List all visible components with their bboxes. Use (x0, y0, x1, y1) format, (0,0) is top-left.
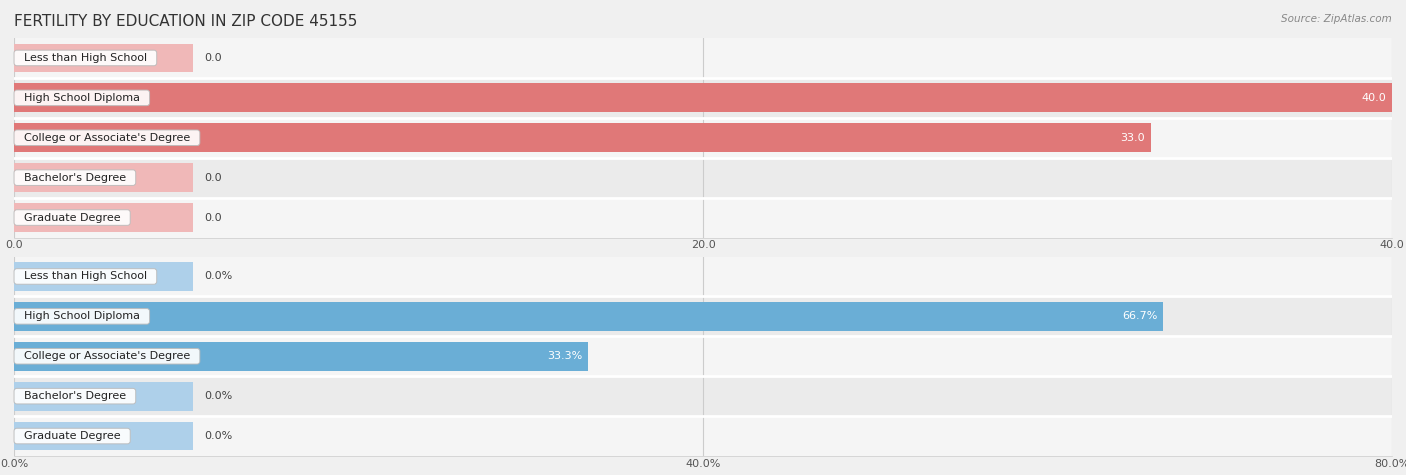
Bar (14, 158, 1392, 198)
Text: College or Associate's Degree: College or Associate's Degree (17, 351, 197, 361)
Bar (14, 124, 1152, 152)
Text: College or Associate's Degree: College or Associate's Degree (17, 133, 197, 143)
Text: 0.0%: 0.0% (204, 271, 232, 282)
Text: High School Diploma: High School Diploma (17, 311, 146, 322)
Text: 0.0: 0.0 (204, 53, 222, 63)
Bar (14, 296, 1392, 336)
Bar (14, 256, 1392, 296)
Bar (14, 376, 1392, 416)
Text: 0.0%: 0.0% (204, 431, 232, 441)
Bar (14, 336, 1392, 376)
Text: Bachelor's Degree: Bachelor's Degree (17, 172, 134, 183)
Bar (14, 416, 1392, 456)
Bar (14, 342, 588, 370)
Bar (14, 118, 1392, 158)
Bar (14, 198, 1392, 238)
Bar (14, 78, 1392, 118)
Text: 0.0%: 0.0% (204, 391, 232, 401)
Bar (14, 163, 193, 192)
Text: Graduate Degree: Graduate Degree (17, 431, 128, 441)
Bar (14, 422, 193, 450)
Bar (14, 203, 193, 232)
Bar (14, 262, 193, 291)
Bar (14, 44, 193, 72)
Text: Less than High School: Less than High School (17, 271, 153, 282)
Text: Source: ZipAtlas.com: Source: ZipAtlas.com (1281, 14, 1392, 24)
Bar (14, 302, 1163, 331)
Text: 0.0: 0.0 (204, 212, 222, 223)
Text: Graduate Degree: Graduate Degree (17, 212, 128, 223)
Bar (14, 382, 193, 410)
Text: Less than High School: Less than High School (17, 53, 153, 63)
Text: FERTILITY BY EDUCATION IN ZIP CODE 45155: FERTILITY BY EDUCATION IN ZIP CODE 45155 (14, 14, 357, 29)
Bar (14, 38, 1392, 78)
Text: 33.3%: 33.3% (547, 351, 582, 361)
Text: Bachelor's Degree: Bachelor's Degree (17, 391, 134, 401)
Text: 0.0: 0.0 (204, 172, 222, 183)
Bar (14, 84, 1392, 112)
Text: 40.0: 40.0 (1361, 93, 1386, 103)
Text: 66.7%: 66.7% (1122, 311, 1157, 322)
Text: 33.0: 33.0 (1121, 133, 1146, 143)
Text: High School Diploma: High School Diploma (17, 93, 146, 103)
